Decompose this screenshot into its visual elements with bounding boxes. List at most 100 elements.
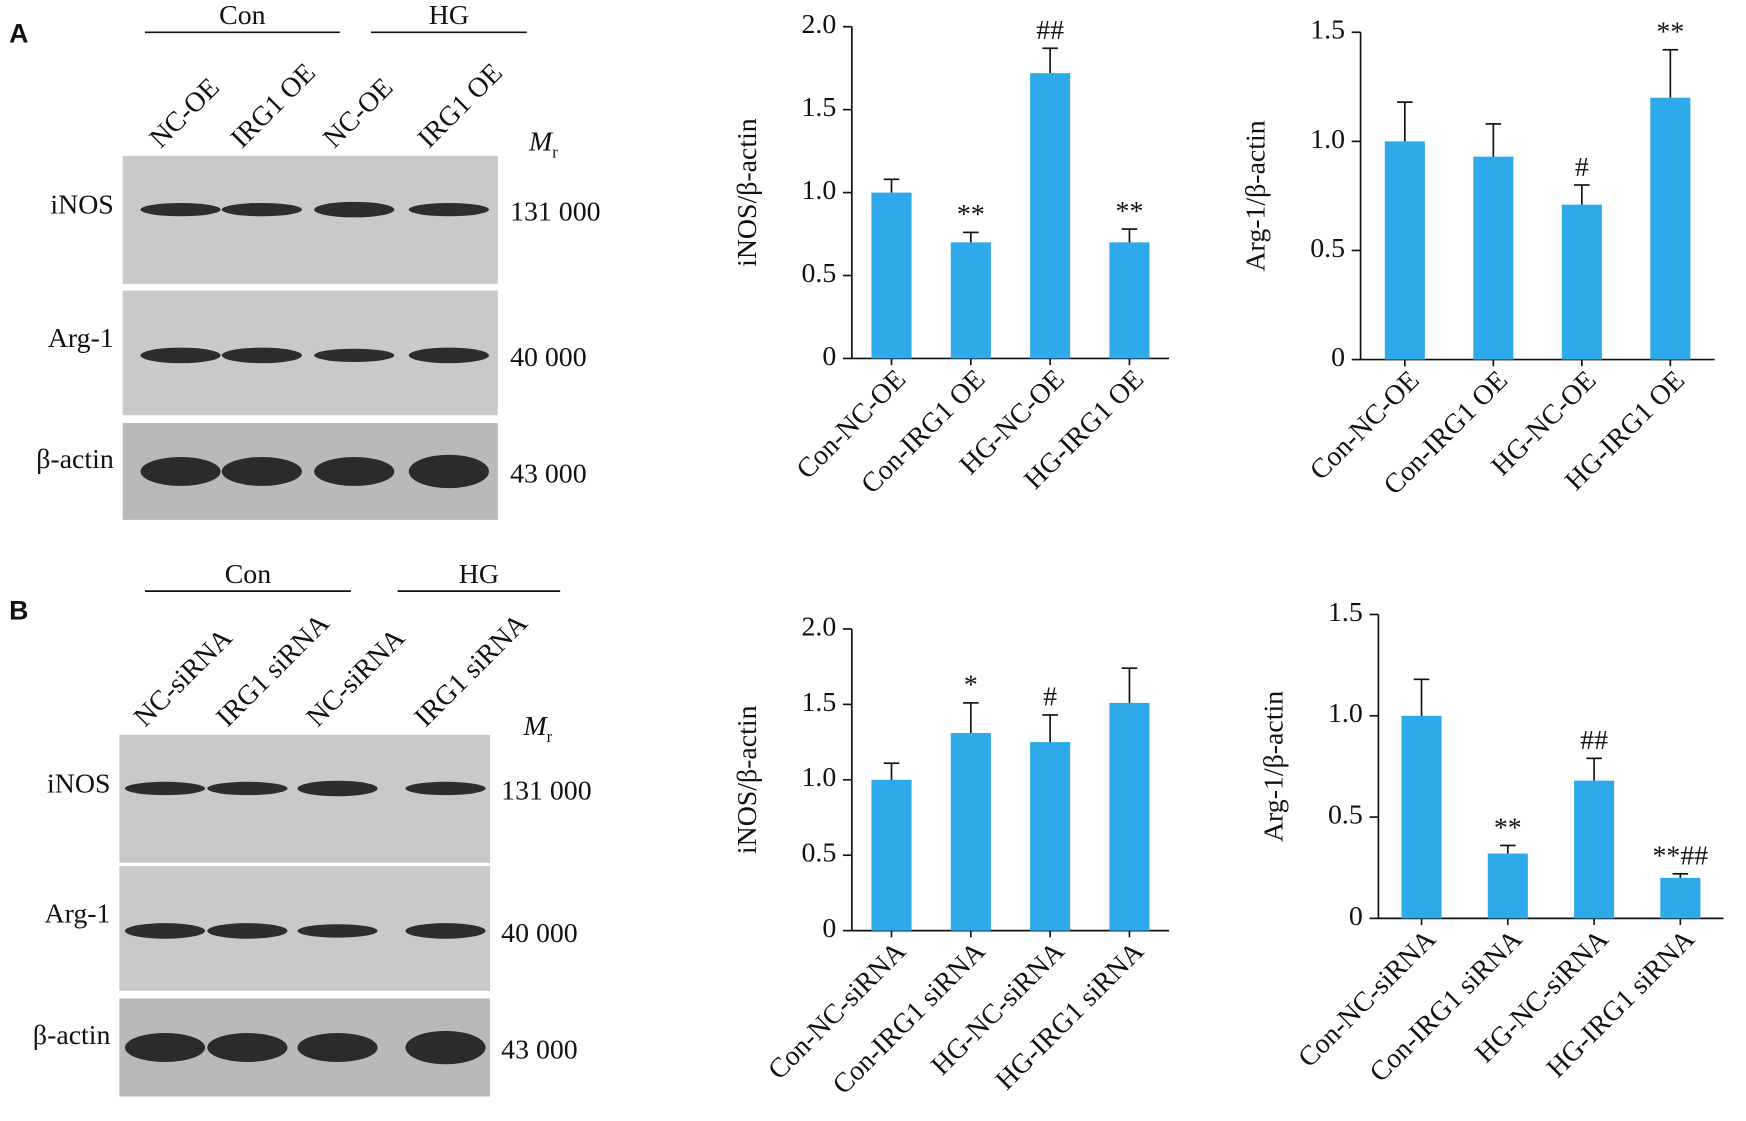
error-bar [883,762,900,780]
lane-label: IRG1 OE [225,57,322,154]
y-tick-label: 0 [822,913,836,944]
y-tick-label: 0.5 [1310,233,1345,264]
significance-label: # [1043,682,1057,713]
bar [871,192,912,359]
group-label: Con [225,559,271,590]
size-label: 43 000 [510,458,587,489]
blot-band [405,923,486,939]
error-bar [963,702,979,734]
blot-band [314,348,395,363]
blot-band [140,347,221,364]
significance-label: ** [1116,196,1144,227]
blot-band [124,781,206,796]
blot-band [140,456,221,486]
bar [1660,877,1701,919]
error-bar [1121,228,1138,243]
y-axis-label: Arg-1/β-actin [1258,691,1289,842]
blot-membrane [119,734,491,863]
size-label: 131 000 [510,196,600,227]
blot-band [297,780,378,797]
y-tick-label: 1.0 [1328,698,1363,729]
x-tick-label: HG-IRG1 siRNA [1541,924,1701,1084]
bar [1384,141,1425,360]
size-label: 40 000 [501,918,578,949]
mr-label: Mr [528,127,558,161]
error-bar [1672,872,1689,878]
error-bar [1413,678,1430,716]
significance-label: * [964,670,978,701]
y-tick-label: 1.0 [801,762,836,793]
mr-symbol: M [522,712,548,743]
blot-band [314,201,395,218]
size-label: 40 000 [510,342,587,373]
bar [1030,742,1071,931]
bar [1574,780,1615,919]
blot-band [405,781,486,796]
size-label: 131 000 [501,775,591,806]
blot-band [221,347,302,364]
bar [950,733,991,931]
mr-subscript: r [552,142,558,161]
error-bar [1500,844,1516,854]
y-axis-label: Arg-1/β-actin [1241,120,1272,271]
bar [871,779,912,931]
blot-band [408,202,489,217]
significance-label: ** [957,199,985,230]
y-tick-label: 1.5 [801,92,836,123]
blot-band [314,456,395,486]
mr-symbol: M [528,127,554,158]
bar [1030,73,1071,359]
x-tick-label: Con-IRG1 siRNA [1364,924,1529,1089]
lane-label: NC-OE [317,72,399,154]
significance-label: ** [1494,812,1522,843]
x-tick-label: Con-NC-siRNA [762,936,912,1086]
significance-label: ## [1580,725,1608,756]
y-tick-label: 0.5 [801,838,836,869]
size-label: 43 000 [501,1034,578,1065]
error-bar [1397,101,1413,142]
panel-letter: B [9,595,28,625]
y-tick-label: 0.5 [1328,799,1363,830]
error-bar [1574,184,1590,205]
bar [1401,715,1442,919]
significance-label: # [1575,152,1589,183]
blot-band [207,1033,288,1062]
error-bar [1042,714,1058,743]
significance-label: ## [1036,15,1064,46]
blot-band [207,923,288,939]
blot-band [124,1033,206,1062]
group-label: HG [459,559,499,590]
y-tick-label: 0.5 [801,258,836,289]
blot-band [221,456,302,486]
group-label: Con [219,0,265,31]
bar [1487,853,1528,919]
y-tick-label: 1.0 [1310,124,1345,155]
y-axis-label: iNOS/β-actin [732,118,763,267]
y-tick-label: 2.0 [801,9,836,40]
bar [1109,702,1150,931]
error-bar [1121,667,1138,703]
y-axis-label: iNOS/β-actin [732,705,763,854]
y-tick-label: 1.0 [801,175,836,206]
bar [1561,204,1602,360]
y-tick-label: 0 [1349,901,1363,932]
y-tick-label: 1.5 [801,687,836,718]
error-bar [1586,757,1602,781]
row-label: iNOS [47,768,110,799]
blot-band [221,202,302,217]
mr-subscript: r [547,727,553,746]
bar [1650,97,1691,360]
bar [950,242,991,359]
row-label: β-actin [33,1020,111,1051]
y-tick-label: 1.5 [1328,597,1363,628]
significance-label: **## [1653,841,1709,872]
row-label: β-actin [36,444,114,475]
mr-label: Mr [522,712,552,746]
blot-membrane [122,155,498,284]
blot-band [408,347,489,364]
lane-label: IRG1 siRNA [409,608,534,733]
y-tick-label: 0 [822,341,836,372]
bar [1473,156,1514,360]
y-tick-label: 1.5 [1310,15,1345,46]
y-tick-label: 2.0 [801,611,836,642]
